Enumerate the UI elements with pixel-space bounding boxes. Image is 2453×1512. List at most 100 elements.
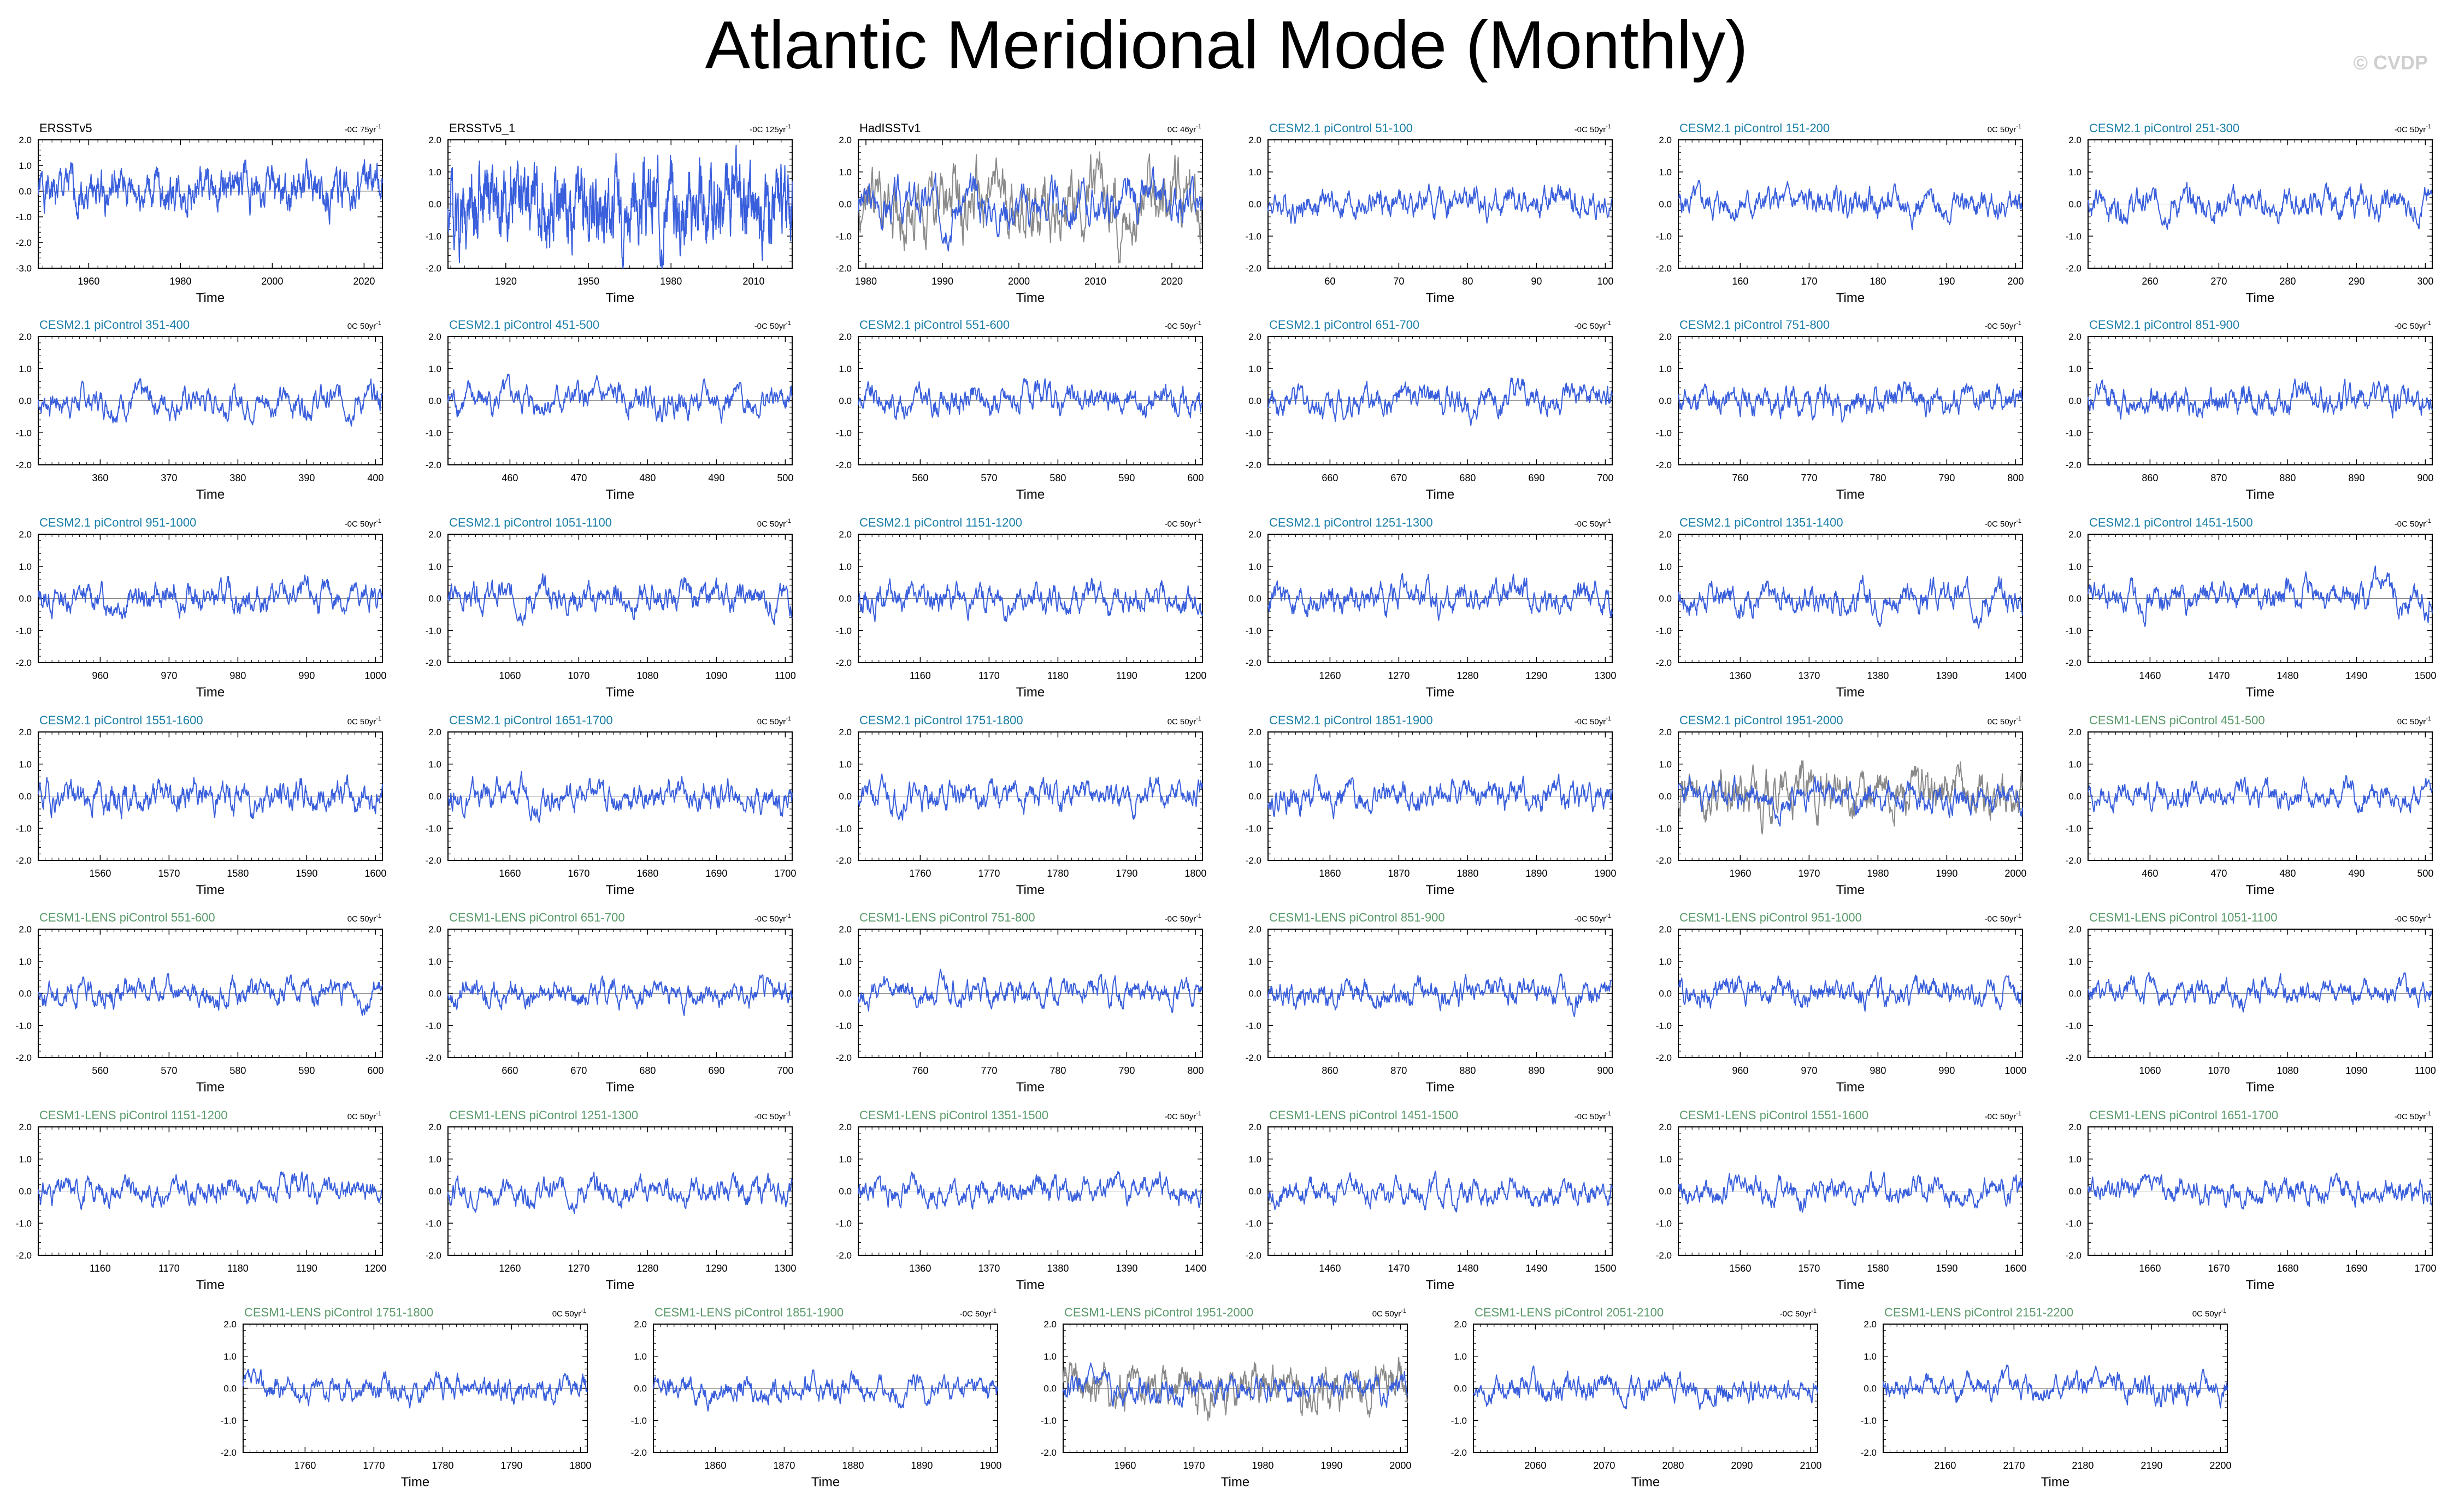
y-tick-label: 2.0 <box>1659 332 1672 342</box>
x-tick-label: 780 <box>1870 472 1886 483</box>
x-axis-label: Time <box>1426 685 1454 700</box>
y-tick-label: 0.0 <box>428 199 441 210</box>
x-axis-label: Time <box>1836 685 1865 700</box>
x-tick-label: 2000 <box>1008 276 1030 287</box>
x-tick-label: 1170 <box>978 670 1000 681</box>
x-tick-label: 900 <box>2417 472 2433 483</box>
y-tick-label: 0.0 <box>2068 199 2081 210</box>
series-line <box>858 166 1203 252</box>
y-tick-label: 0.0 <box>19 989 32 999</box>
x-tick-label: 800 <box>1187 1065 1204 1076</box>
panel-4: CESM2.1 piControl 51-100 -0C 50yr-1 2.0 1.0… <box>1246 121 1614 305</box>
panel-title: CESM1-LENS piControl 951-1000 <box>1679 911 1862 924</box>
panel-title: CESM2.1 piControl 1651-1700 <box>449 713 613 727</box>
trend-label: 0C 50yr-1 <box>1167 716 1201 727</box>
panel-title: CESM1-LENS piControl 451-500 <box>2089 713 2265 727</box>
panel-title: CESM1-LENS piControl 851-900 <box>1269 911 1445 924</box>
x-tick-label: 1670 <box>568 868 589 879</box>
trend-label: -0C 50yr-1 <box>1575 123 1611 134</box>
panel-title: CESM1-LENS piControl 551-600 <box>39 911 215 924</box>
y-tick-label: -1.0 <box>836 1020 852 1031</box>
x-tick-label: 570 <box>981 472 997 483</box>
panel-title: CESM2.1 piControl 1551-1600 <box>39 713 203 727</box>
y-tick-label: 2.0 <box>1248 924 1261 935</box>
panel-title: CESM2.1 piControl 951-1000 <box>39 516 196 529</box>
panel-27: CESM1-LENS piControl 751-800 -0C 50yr-1 2.… <box>836 911 1204 1095</box>
y-tick-label: 0.0 <box>839 792 852 802</box>
x-axis-label: Time <box>196 291 225 305</box>
panel-title: CESM2.1 piControl 1951-2000 <box>1679 713 1843 727</box>
x-tick-label: 1800 <box>1184 868 1206 879</box>
series-line <box>1267 973 1613 1018</box>
trend-label: 0C 50yr-1 <box>347 320 381 331</box>
y-tick-label: 0.0 <box>19 186 32 197</box>
x-tick-label: 1280 <box>1457 670 1478 681</box>
series-line <box>38 378 383 427</box>
x-tick-label: 1570 <box>158 868 180 879</box>
y-tick-label: -2.0 <box>836 855 852 866</box>
y-tick-label: 2.0 <box>1659 924 1672 935</box>
x-tick-label: 480 <box>2279 868 2296 879</box>
panel-9: CESM2.1 piControl 551-600 -0C 50yr-1 2.0 1.… <box>836 318 1204 502</box>
x-tick-label: 1960 <box>78 276 99 287</box>
y-tick-label: 1.0 <box>839 167 852 178</box>
trend-label: -0C 50yr-1 <box>345 518 381 529</box>
x-axis-label: Time <box>2246 883 2274 897</box>
trend-label: 0C 50yr-1 <box>347 913 381 924</box>
x-tick-label: 1370 <box>1798 670 1820 681</box>
y-tick-label: 2.0 <box>1248 727 1261 737</box>
series-line <box>1267 183 1613 225</box>
x-tick-label: 990 <box>298 670 315 681</box>
series-line <box>1678 575 2023 629</box>
y-tick-label: -1.0 <box>1656 428 1672 438</box>
trend-label: -0C 50yr-1 <box>1165 320 1201 331</box>
y-tick-label: 0.0 <box>19 594 32 604</box>
x-tick-label: 1300 <box>1594 670 1616 681</box>
x-tick-label: 70 <box>1393 276 1404 287</box>
x-axis-label: Time <box>1836 487 1865 502</box>
series-line <box>447 771 793 823</box>
y-tick-label: 1.0 <box>2068 759 2081 770</box>
panel-15: CESM2.1 piControl 1151-1200 -0C 50yr-1 2.0… <box>836 516 1207 700</box>
y-tick-label: -1.0 <box>426 823 441 834</box>
trend-label: -0C 50yr-1 <box>1575 716 1611 727</box>
x-tick-label: 1790 <box>1116 868 1137 879</box>
panel-title: CESM2.1 piControl 751-800 <box>1679 318 1830 332</box>
panel-13: CESM2.1 piControl 951-1000 -0C 50yr-1 2.0 1… <box>16 516 387 700</box>
y-tick-label: -1.0 <box>1246 231 1261 241</box>
x-axis-label: Time <box>196 1080 225 1095</box>
y-tick-label: -1.0 <box>16 428 32 438</box>
y-tick-label: -1.0 <box>426 428 441 438</box>
series-line <box>447 374 793 424</box>
trend-label: -0C 50yr-1 <box>1575 913 1611 924</box>
panel-title: CESM2.1 piControl 151-200 <box>1679 121 1830 135</box>
series-line <box>2088 378 2433 420</box>
y-tick-label: 1.0 <box>19 161 32 171</box>
panel-14: CESM2.1 piControl 1051-1100 0C 50yr-1 2.0 1… <box>426 516 796 700</box>
x-tick-label: 670 <box>1390 472 1407 483</box>
y-tick-label: 1.0 <box>19 956 32 967</box>
x-tick-label: 760 <box>1732 472 1748 483</box>
y-tick-label: 1.0 <box>2068 167 2081 178</box>
y-tick-label: -1.0 <box>16 625 32 636</box>
series-line <box>1678 381 2023 423</box>
y-tick-label: 1.0 <box>428 956 441 967</box>
panel-title: CESM2.1 piControl 451-500 <box>449 318 599 332</box>
panel-title: CESM1-LENS piControl 751-800 <box>859 911 1035 924</box>
x-axis-label: Time <box>196 487 225 502</box>
y-tick-label: -1.0 <box>2066 625 2081 636</box>
y-tick-label: -1.0 <box>2066 823 2081 834</box>
x-axis-label: Time <box>606 291 634 305</box>
x-axis-label: Time <box>606 883 634 897</box>
panel-title: HadISSTv1 <box>859 121 921 135</box>
panel-7: CESM2.1 piControl 351-400 0C 50yr-1 2.0 1.0… <box>16 318 384 502</box>
x-tick-label: 680 <box>639 1065 656 1076</box>
x-tick-label: 880 <box>2279 472 2296 483</box>
panel-12: CESM2.1 piControl 851-900 -0C 50yr-1 2.0 1.… <box>2066 318 2434 502</box>
x-tick-label: 770 <box>981 1065 997 1076</box>
y-tick-label: -2.0 <box>2066 855 2081 866</box>
x-tick-label: 890 <box>2348 472 2364 483</box>
y-tick-label: 1.0 <box>19 562 32 572</box>
series-line <box>447 573 793 626</box>
